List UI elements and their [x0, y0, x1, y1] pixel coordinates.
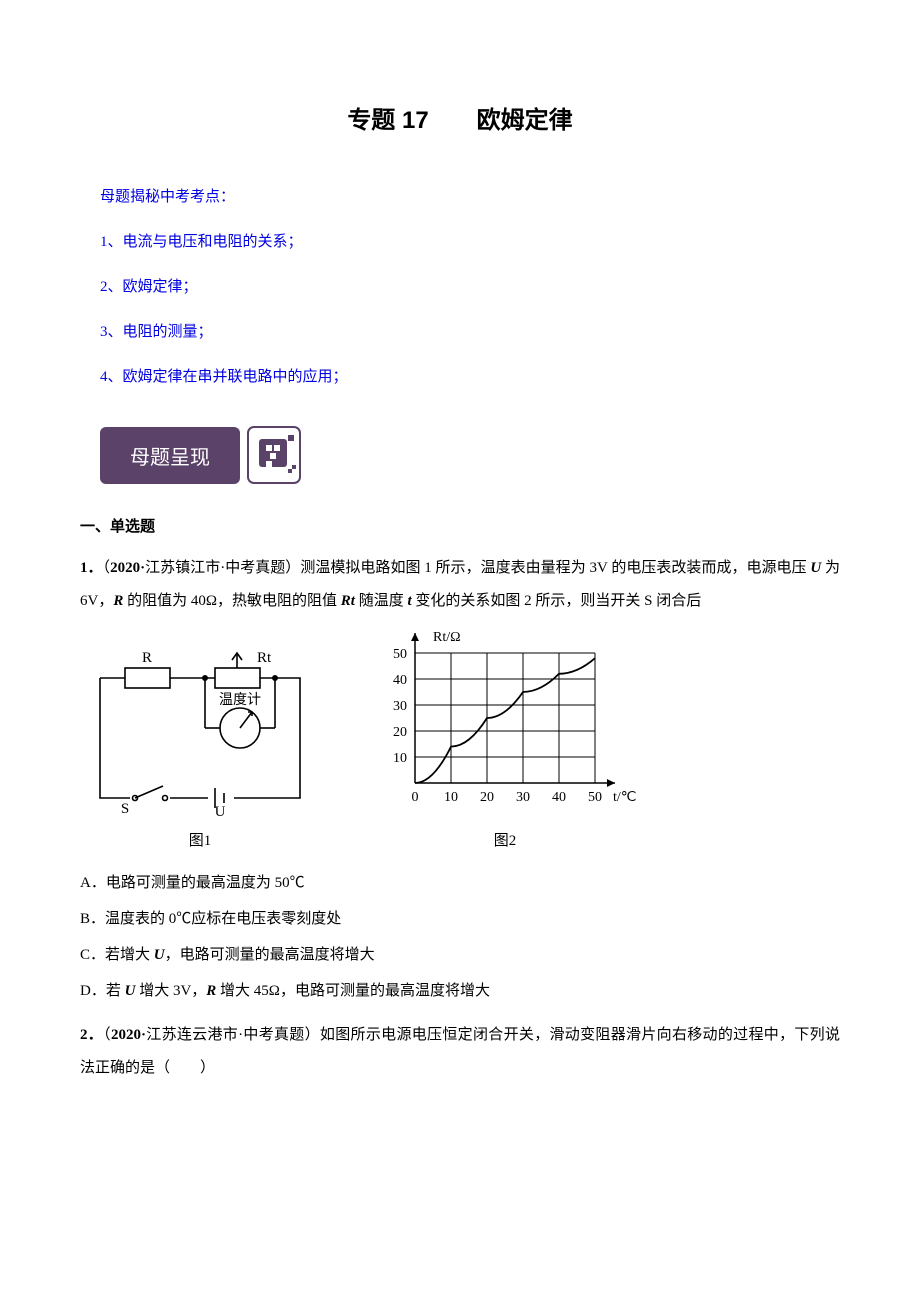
- q1-c-rest: ，电路可测量的最高温度将增大: [165, 947, 375, 963]
- q1-option-d: D．若 U 增大 3V，R 增大 45Ω，电路可测量的最高温度将增大: [80, 973, 840, 1009]
- badge-icon: [244, 425, 304, 485]
- svg-text:30: 30: [516, 790, 530, 805]
- q1-u-label: U: [810, 560, 825, 576]
- outline-item-2: 2、欧姆定律；: [100, 275, 840, 296]
- badge-label: 母题呈现: [100, 427, 240, 484]
- q2-number: 2．: [80, 1027, 103, 1043]
- q1-src-rest: 江苏镇江市·中考真题）测温模拟电路如图 1 所示，温度表由量程为 3V 的电压表…: [145, 560, 810, 576]
- q1-rt-rest: 随温度: [359, 593, 408, 609]
- svg-text:t/℃: t/℃: [613, 790, 637, 805]
- q2-src-bold: 2020·: [111, 1027, 146, 1043]
- svg-text:Rt/Ω: Rt/Ω: [433, 630, 461, 645]
- svg-text:10: 10: [444, 790, 458, 805]
- q1-r-value: 的阻值为 40Ω，热敏电阻的阻值: [127, 593, 341, 609]
- q1-option-c: C．若增大 U，电路可测量的最高温度将增大: [80, 937, 840, 973]
- page-title: 专题 17 欧姆定律: [80, 100, 840, 135]
- figure-2: 10 20 30 40 50 0 10 20 30 40 50 Rt/Ω t/℃ 图2: [360, 628, 650, 850]
- circuit-diagram: R Rt 温度计 S U: [80, 648, 320, 818]
- outline-item-4: 4、欧姆定律在串并联电路中的应用；: [100, 365, 840, 386]
- svg-text:10: 10: [393, 751, 407, 766]
- q1-r-label: R: [113, 593, 127, 609]
- q1-d-u: U: [125, 983, 140, 999]
- q1-src-prefix: （: [103, 560, 111, 576]
- svg-text:U: U: [215, 804, 226, 818]
- figure-1: R Rt 温度计 S U 图1: [80, 648, 320, 850]
- svg-text:20: 20: [393, 725, 407, 740]
- svg-text:30: 30: [393, 699, 407, 714]
- svg-text:R: R: [142, 650, 152, 666]
- fig1-caption: 图1: [80, 829, 320, 850]
- question-2-text: 2．（2020·江苏连云港市·中考真题）如图所示电源电压恒定闭合开关，滑动变阻器…: [80, 1019, 840, 1085]
- section-1-header: 一、单选题: [80, 515, 840, 536]
- q1-option-a: A．电路可测量的最高温度为 50℃: [80, 865, 840, 901]
- q1-d-r: R: [206, 983, 220, 999]
- fig2-caption: 图2: [360, 829, 650, 850]
- q1-src-bold: 2020·: [110, 560, 145, 576]
- figures-row: R Rt 温度计 S U 图1 10 20 30 40 50 0 10 20 30 40 50 Rt/…: [80, 628, 840, 850]
- svg-text:50: 50: [588, 790, 602, 805]
- q1-d-prefix: D．若: [80, 983, 125, 999]
- q1-d-mid: 增大 3V，: [139, 983, 206, 999]
- svg-text:50: 50: [393, 647, 407, 662]
- svg-text:40: 40: [393, 673, 407, 688]
- graph: 10 20 30 40 50 0 10 20 30 40 50 Rt/Ω t/℃: [360, 628, 650, 818]
- q1-c-prefix: C．若增大: [80, 947, 154, 963]
- svg-text:0: 0: [412, 790, 419, 805]
- section-badge: 母题呈现: [100, 425, 304, 485]
- svg-text:20: 20: [480, 790, 494, 805]
- outline-item-3: 3、电阻的测量；: [100, 320, 840, 341]
- q1-number: 1．: [80, 560, 103, 576]
- q2-src-rest: 江苏连云港市·中考真题）如图所示电源电压恒定闭合开关，滑动变阻器滑片向右移动的过…: [80, 1027, 840, 1076]
- q1-option-b: B．温度表的 0℃应标在电压表零刻度处: [80, 901, 840, 937]
- q2-src-prefix: （: [103, 1027, 111, 1043]
- svg-text:40: 40: [552, 790, 566, 805]
- q1-d-rest: 增大 45Ω，电路可测量的最高温度将增大: [220, 983, 490, 999]
- q1-rt-label: Rt: [341, 593, 359, 609]
- svg-text:Rt: Rt: [257, 650, 272, 666]
- svg-text:温度计: 温度计: [219, 692, 261, 708]
- q1-t-rest: 变化的关系如图 2 所示，则当开关 S 闭合后: [415, 593, 701, 609]
- svg-text:S: S: [121, 801, 129, 817]
- outline-item-1: 1、电流与电压和电阻的关系；: [100, 230, 840, 251]
- outline-header: 母题揭秘中考考点：: [100, 185, 840, 206]
- question-1-text: 1．（2020·江苏镇江市·中考真题）测温模拟电路如图 1 所示，温度表由量程为…: [80, 552, 840, 618]
- q1-c-u: U: [154, 947, 165, 963]
